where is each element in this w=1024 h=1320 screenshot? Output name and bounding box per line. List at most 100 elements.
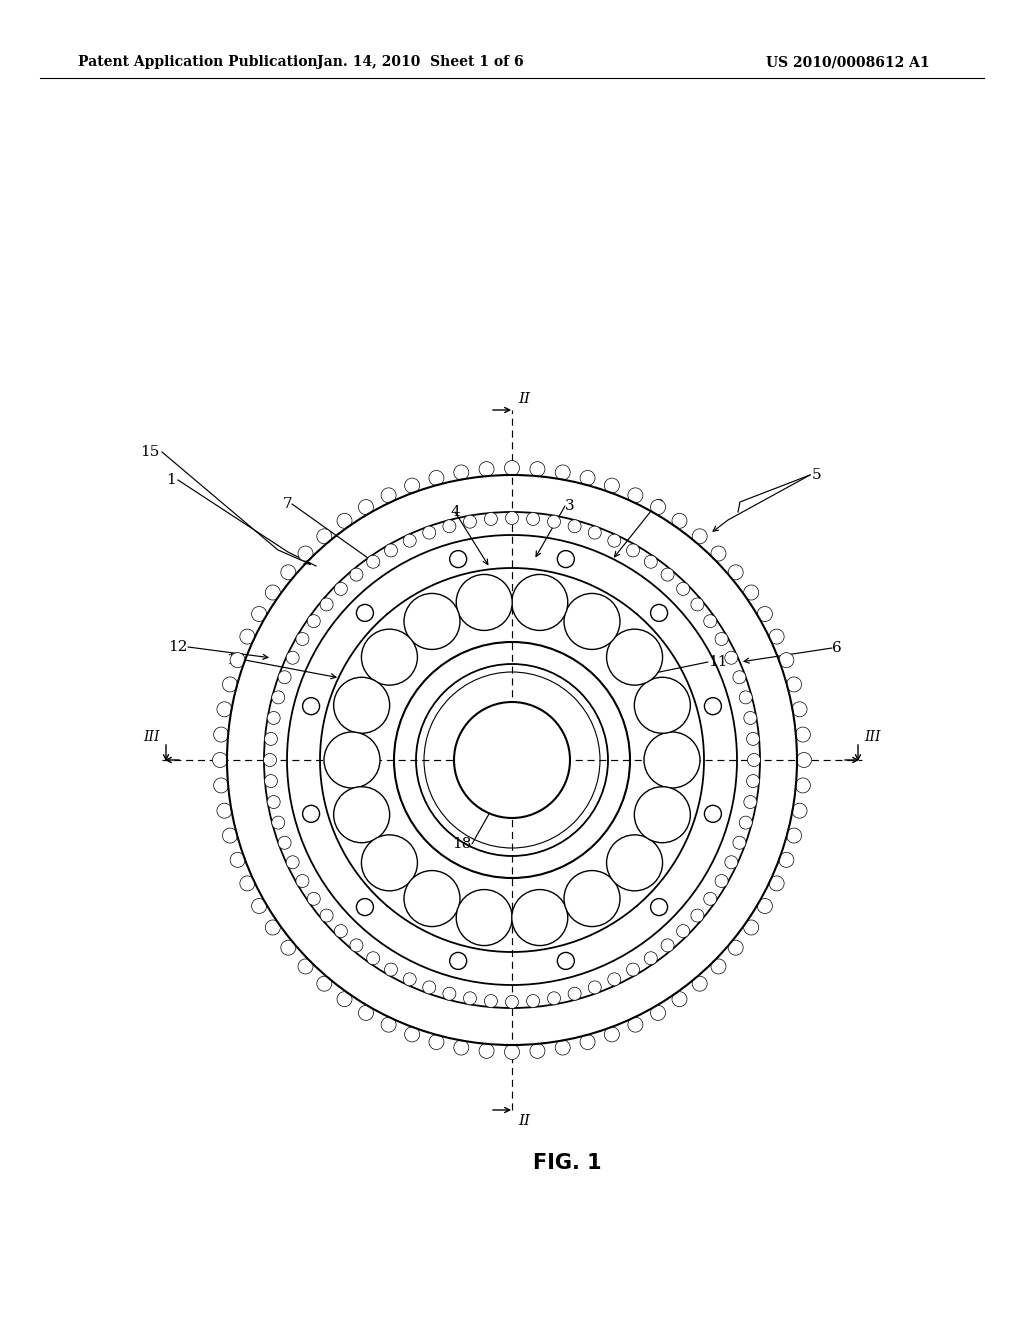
Circle shape [728,940,743,956]
Circle shape [265,920,281,935]
Circle shape [564,871,620,927]
Circle shape [404,1027,420,1041]
Circle shape [650,605,668,622]
Circle shape [796,727,810,742]
Circle shape [384,544,397,557]
Text: US 2010/0008612 A1: US 2010/0008612 A1 [766,55,930,69]
Text: II: II [518,1114,530,1129]
Circle shape [796,777,810,793]
Circle shape [404,478,420,494]
Circle shape [267,796,281,809]
Circle shape [298,958,313,974]
Text: 1: 1 [166,473,176,487]
Circle shape [240,630,255,644]
Circle shape [797,752,811,767]
Circle shape [715,874,728,887]
Circle shape [298,546,313,561]
Circle shape [479,462,494,477]
Circle shape [429,470,444,486]
Circle shape [644,733,700,788]
Circle shape [279,671,291,684]
Circle shape [337,513,352,528]
Circle shape [691,598,703,611]
Circle shape [361,834,418,891]
Circle shape [604,1027,620,1041]
Circle shape [769,876,784,891]
Circle shape [356,605,374,622]
Circle shape [792,803,807,818]
Circle shape [557,550,574,568]
Circle shape [691,909,703,923]
Circle shape [557,953,574,969]
Circle shape [758,606,772,622]
Circle shape [337,991,352,1007]
Circle shape [450,953,467,969]
Circle shape [743,796,757,809]
Circle shape [769,630,784,644]
Circle shape [464,515,476,528]
Text: 12: 12 [169,640,188,653]
Circle shape [214,727,228,742]
Circle shape [644,556,657,569]
Circle shape [457,574,512,631]
Text: 6: 6 [831,642,842,655]
Circle shape [505,1044,519,1060]
Circle shape [358,1006,374,1020]
Circle shape [367,556,380,569]
Circle shape [555,465,570,480]
Circle shape [792,702,807,717]
Circle shape [230,652,245,668]
Circle shape [479,1043,494,1059]
Circle shape [361,630,418,685]
Text: 3: 3 [565,499,574,513]
Circle shape [743,711,757,725]
Circle shape [739,690,753,704]
Circle shape [746,733,760,746]
Circle shape [650,899,668,916]
Circle shape [564,594,620,649]
Circle shape [725,855,738,869]
Circle shape [240,876,255,891]
Circle shape [286,855,299,869]
Circle shape [711,546,726,561]
Circle shape [692,529,708,544]
Circle shape [264,733,278,746]
Circle shape [711,958,726,974]
Circle shape [464,991,476,1005]
Circle shape [568,520,582,533]
Circle shape [588,527,601,539]
Circle shape [634,787,690,842]
Text: Patent Application Publication: Patent Application Publication [78,55,317,69]
Circle shape [606,630,663,685]
Circle shape [692,977,708,991]
Circle shape [703,615,717,628]
Circle shape [786,677,802,692]
Circle shape [321,598,333,611]
Circle shape [358,500,374,515]
Circle shape [634,677,690,734]
Circle shape [644,952,657,965]
Circle shape [506,995,518,1008]
Circle shape [758,899,772,913]
Circle shape [715,632,728,645]
Circle shape [512,890,567,945]
Circle shape [316,529,332,544]
Circle shape [548,515,560,528]
Circle shape [384,964,397,975]
Circle shape [356,899,374,916]
Circle shape [454,702,570,818]
Circle shape [505,461,519,475]
Text: 7: 7 [283,498,292,511]
Circle shape [307,892,321,906]
Circle shape [662,568,674,581]
Circle shape [703,892,717,906]
Circle shape [628,488,643,503]
Circle shape [252,899,266,913]
Circle shape [588,981,601,994]
Circle shape [506,511,518,524]
Circle shape [350,568,362,581]
Circle shape [335,924,347,937]
Circle shape [334,787,390,842]
Text: 11: 11 [708,655,727,669]
Text: 18: 18 [453,837,472,851]
